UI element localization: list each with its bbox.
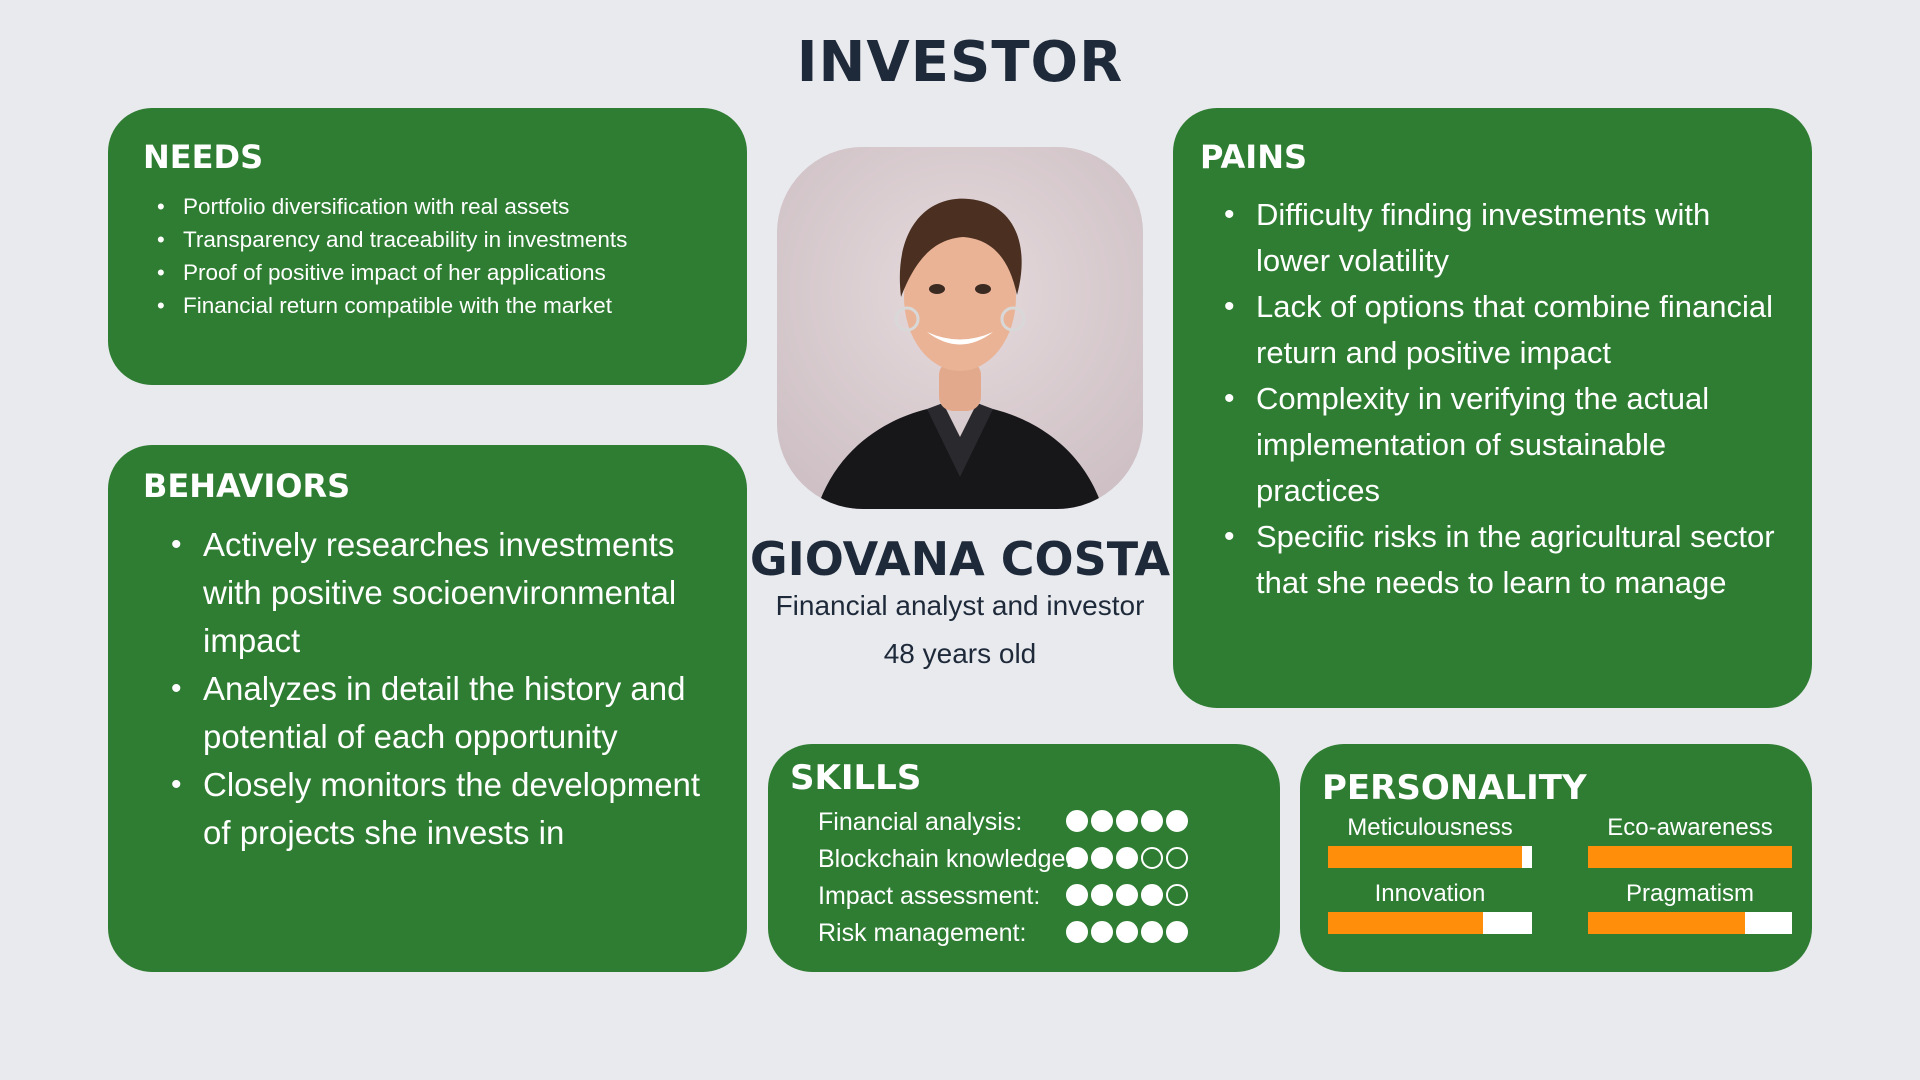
- skill-rating: [1066, 884, 1191, 906]
- trait: Meticulousness: [1328, 814, 1532, 868]
- profile-role: Financial analyst and investor: [775, 590, 1145, 621]
- profile-name: GIOVANA COSTA: [749, 532, 1171, 586]
- behaviors-item: Analyzes in detail the history and poten…: [143, 665, 712, 761]
- pains-item: Specific risks in the agricultural secto…: [1200, 514, 1785, 606]
- behaviors-list: Actively researches investments with pos…: [143, 521, 712, 857]
- filled-dot-icon: [1066, 921, 1088, 943]
- filled-dot-icon: [1141, 810, 1163, 832]
- personality-card: PERSONALITY Meticulousness Eco-awareness…: [1300, 744, 1812, 972]
- trait-bar: [1588, 912, 1792, 934]
- behaviors-heading: BEHAVIORS: [143, 467, 351, 505]
- skill-row: Risk management:: [790, 915, 1258, 952]
- filled-dot-icon: [1116, 810, 1138, 832]
- trait-bar: [1328, 912, 1532, 934]
- trait-bar-fill: [1328, 846, 1522, 868]
- empty-dot-icon: [1166, 847, 1188, 869]
- trait-label: Pragmatism: [1625, 880, 1755, 907]
- person-portrait-icon: [777, 147, 1143, 509]
- trait-bar-fill: [1588, 912, 1746, 934]
- trait-label: Eco-awareness: [1607, 814, 1773, 841]
- trait-bar-fill: [1328, 912, 1484, 934]
- filled-dot-icon: [1116, 847, 1138, 869]
- skill-label: Impact assessment:: [818, 882, 1041, 910]
- needs-heading: NEEDS: [143, 138, 264, 176]
- trait: Eco-awareness: [1588, 814, 1792, 868]
- filled-dot-icon: [1091, 884, 1113, 906]
- skill-label: Blockchain knowledge:: [818, 845, 1073, 873]
- needs-item: Financial return compatible with the mar…: [143, 289, 712, 322]
- skills-heading: SKILLS: [790, 758, 922, 798]
- skill-row: Financial analysis:: [790, 804, 1258, 841]
- pains-item: Complexity in verifying the actual imple…: [1200, 376, 1785, 514]
- skill-rating: [1066, 847, 1191, 869]
- profile-photo: [777, 147, 1143, 509]
- pains-list: Difficulty finding investments with lowe…: [1200, 192, 1785, 606]
- skill-rating: [1066, 810, 1191, 832]
- skill-rating: [1066, 921, 1191, 943]
- trait-bar-fill: [1588, 846, 1792, 868]
- needs-item: Proof of positive impact of her applicat…: [143, 256, 712, 289]
- skill-row: Impact assessment:: [790, 878, 1258, 915]
- filled-dot-icon: [1066, 810, 1088, 832]
- filled-dot-icon: [1091, 847, 1113, 869]
- page-title: INVESTOR: [796, 30, 1124, 95]
- personality-traits: Meticulousness Eco-awareness Innovation …: [1322, 814, 1792, 954]
- skill-label: Financial analysis:: [818, 808, 1023, 836]
- pains-heading: PAINS: [1200, 138, 1308, 176]
- needs-item: Transparency and traceability in investm…: [143, 223, 712, 256]
- personality-heading: PERSONALITY: [1322, 768, 1587, 808]
- filled-dot-icon: [1066, 847, 1088, 869]
- filled-dot-icon: [1141, 921, 1163, 943]
- needs-item: Portfolio diversification with real asse…: [143, 190, 712, 223]
- filled-dot-icon: [1091, 921, 1113, 943]
- pains-item: Lack of options that combine financial r…: [1200, 284, 1785, 376]
- trait-bar: [1328, 846, 1532, 868]
- filled-dot-icon: [1141, 884, 1163, 906]
- trait-label: Meticulousness: [1347, 814, 1513, 841]
- filled-dot-icon: [1166, 810, 1188, 832]
- needs-list: Portfolio diversification with real asse…: [143, 190, 712, 322]
- behaviors-card: BEHAVIORS Actively researches investment…: [108, 445, 747, 972]
- pains-card: PAINS Difficulty finding investments wit…: [1173, 108, 1812, 708]
- filled-dot-icon: [1066, 884, 1088, 906]
- trait: Pragmatism: [1588, 880, 1792, 934]
- behaviors-item: Actively researches investments with pos…: [143, 521, 712, 665]
- empty-dot-icon: [1141, 847, 1163, 869]
- profile-age: 48 years old: [883, 638, 1037, 669]
- pains-item: Difficulty finding investments with lowe…: [1200, 192, 1785, 284]
- skills-card: SKILLS Financial analysis: Blockchain kn…: [768, 744, 1280, 972]
- filled-dot-icon: [1116, 921, 1138, 943]
- skill-label: Risk management:: [818, 919, 1027, 947]
- trait-label: Innovation: [1374, 880, 1486, 907]
- skill-row: Blockchain knowledge:: [790, 841, 1258, 878]
- filled-dot-icon: [1091, 810, 1113, 832]
- trait: Innovation: [1328, 880, 1532, 934]
- empty-dot-icon: [1166, 884, 1188, 906]
- trait-bar: [1588, 846, 1792, 868]
- filled-dot-icon: [1116, 884, 1138, 906]
- behaviors-item: Closely monitors the development of proj…: [143, 761, 712, 857]
- filled-dot-icon: [1166, 921, 1188, 943]
- needs-card: NEEDS Portfolio diversification with rea…: [108, 108, 747, 385]
